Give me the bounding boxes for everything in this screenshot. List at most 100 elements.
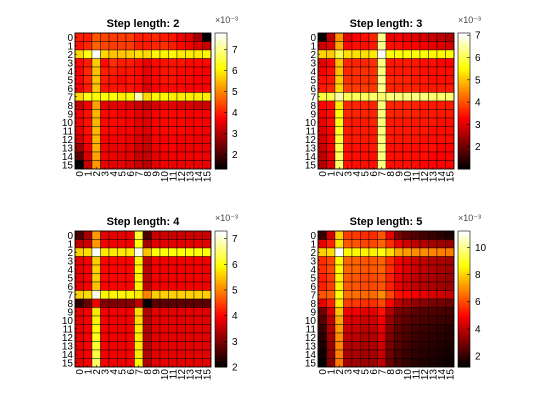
heatmap-cell: [143, 93, 152, 102]
heatmap-cell: [369, 316, 378, 325]
heatmap-cell: [420, 265, 429, 274]
heatmap-cell: [118, 152, 127, 161]
heatmap-cell: [446, 110, 455, 119]
heatmap-cell: [437, 67, 446, 76]
heatmap-cell: [101, 274, 110, 283]
heatmap-cell: [395, 291, 404, 300]
heatmap-cell: [92, 299, 101, 308]
heatmap-cell: [84, 33, 93, 42]
heatmap-cell: [203, 299, 212, 308]
heatmap-cell: [109, 33, 118, 42]
colorbar-tick-label: 2: [232, 150, 238, 161]
heatmap-cell: [352, 248, 361, 257]
heatmap-cell: [386, 291, 395, 300]
heatmap-cell: [420, 101, 429, 110]
heatmap-cell: [101, 265, 110, 274]
y-tick-label: 15: [305, 160, 317, 171]
heatmap-cell: [177, 152, 186, 161]
heatmap-cell: [84, 240, 93, 249]
heatmap-cell: [84, 127, 93, 136]
heatmap-cell: [420, 33, 429, 42]
heatmap-cell: [160, 110, 169, 119]
heatmap-cells: [318, 231, 454, 367]
heatmap-cell: [361, 308, 370, 317]
heatmap-cell: [335, 282, 344, 291]
heatmap-cell: [203, 127, 212, 136]
heatmap-cell: [361, 118, 370, 127]
heatmap-cell: [352, 240, 361, 249]
heatmap-cell: [352, 308, 361, 317]
heatmap-cell: [352, 42, 361, 51]
heatmap-cell: [143, 42, 152, 51]
heatmap-cell: [101, 325, 110, 334]
heatmap-cell: [395, 350, 404, 359]
heatmap-cell: [152, 265, 161, 274]
heatmap-cell: [177, 325, 186, 334]
heatmap-cell: [194, 274, 203, 283]
heatmap-cell: [420, 59, 429, 68]
heatmap-cell: [369, 231, 378, 240]
colorbar-exponent: ×10⁻³: [215, 213, 238, 223]
colorbar-tick-label: 5: [475, 75, 481, 86]
heatmap-cell: [152, 152, 161, 161]
heatmap-cell: [335, 59, 344, 68]
heatmap-cell: [395, 101, 404, 110]
heatmap-cell: [160, 274, 169, 283]
heatmap-cell: [386, 76, 395, 85]
heatmap-cell: [412, 342, 421, 351]
heatmap-cell: [118, 231, 127, 240]
heatmap-cell: [92, 50, 101, 59]
heatmap-cell: [335, 93, 344, 102]
heatmap-cell: [186, 127, 195, 136]
heatmap-cell: [335, 291, 344, 300]
heatmap-cell: [361, 135, 370, 144]
heatmap-cell: [395, 93, 404, 102]
heatmap-cell: [437, 231, 446, 240]
heatmap-cell: [109, 127, 118, 136]
heatmap-cell: [386, 231, 395, 240]
heatmap-cell: [109, 308, 118, 317]
heatmap-cell: [194, 42, 203, 51]
heatmap-cell: [361, 240, 370, 249]
heatmap-cell: [437, 42, 446, 51]
heatmap-cell: [169, 110, 178, 119]
heatmap-cell: [386, 67, 395, 76]
heatmap-cell: [412, 84, 421, 93]
heatmap-panel-step-4: Step length: 401234567891011121314150123…: [62, 213, 238, 380]
heatmap-cell: [126, 110, 135, 119]
heatmap-cell: [437, 291, 446, 300]
heatmap-cell: [395, 333, 404, 342]
heatmap-cell: [429, 84, 438, 93]
heatmap-cell: [412, 240, 421, 249]
heatmap-cell: [118, 76, 127, 85]
heatmap-cell: [344, 265, 353, 274]
heatmap-cell: [194, 291, 203, 300]
heatmap-cell: [369, 84, 378, 93]
heatmap-cell: [378, 265, 387, 274]
colorbar-segment: [458, 231, 470, 234]
heatmap-cell: [169, 59, 178, 68]
heatmap-cell: [446, 118, 455, 127]
heatmap-cell: [420, 42, 429, 51]
heatmap-cell: [420, 274, 429, 283]
heatmap-cell: [420, 144, 429, 153]
heatmap-cells: [75, 231, 211, 367]
heatmap-cell: [378, 84, 387, 93]
colorbar-tick-label: 2: [475, 352, 481, 363]
heatmap-cell: [361, 110, 370, 119]
heatmap-cell: [378, 308, 387, 317]
heatmap-cell: [84, 282, 93, 291]
heatmap-cell: [412, 350, 421, 359]
heatmap-cell: [152, 333, 161, 342]
heatmap-cell: [169, 144, 178, 153]
heatmap-cell: [92, 257, 101, 266]
heatmap-cell: [203, 240, 212, 249]
heatmap-cell: [429, 248, 438, 257]
heatmap-cell: [135, 316, 144, 325]
heatmap-cell: [160, 325, 169, 334]
heatmap-cell: [446, 282, 455, 291]
heatmap-cell: [203, 152, 212, 161]
heatmap-cell: [420, 93, 429, 102]
heatmap-cell: [160, 67, 169, 76]
